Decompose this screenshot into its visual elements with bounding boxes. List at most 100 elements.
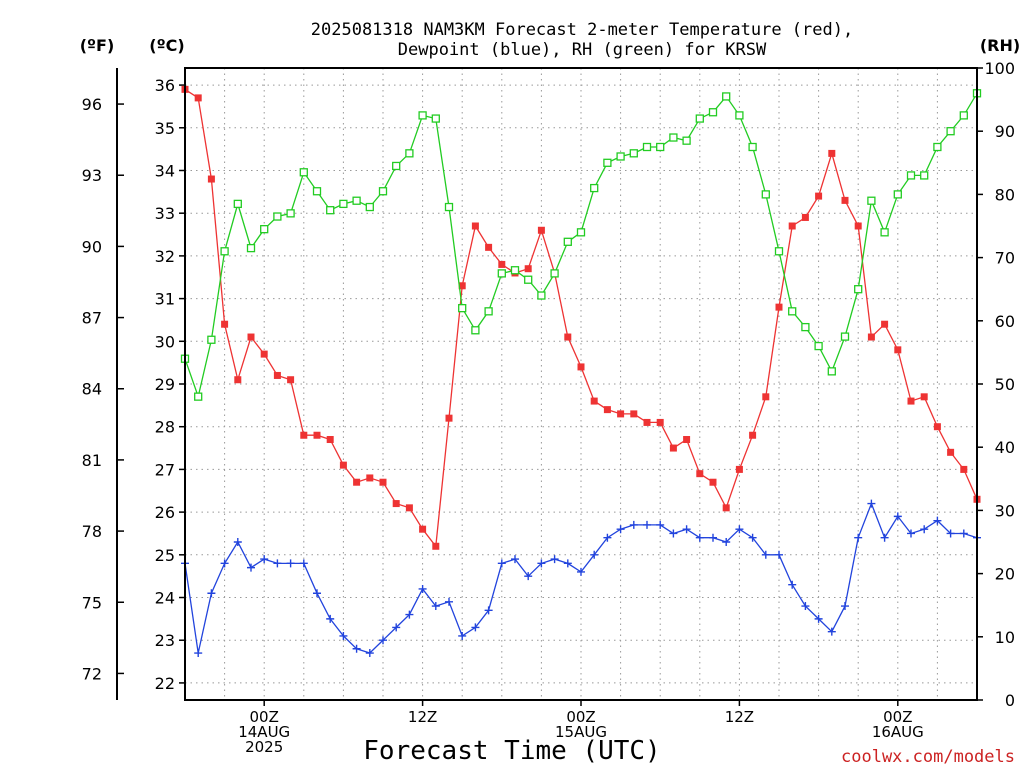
temperature-point (749, 431, 757, 439)
rh-point (220, 247, 229, 256)
chart-title-line2: Dewpoint (blue), RH (green) for KRSW (398, 40, 767, 60)
dewpoint-point (524, 572, 533, 581)
rh-point (708, 108, 718, 117)
rh-point (590, 183, 599, 193)
rh-point (920, 171, 929, 180)
temperature-point (920, 393, 928, 401)
rh-point (682, 136, 691, 145)
temperature-point (669, 444, 677, 452)
time-tick-label: 14AUG (238, 723, 290, 741)
temperature-point (564, 333, 572, 341)
rh-point (867, 196, 876, 205)
dewpoint-point (722, 538, 731, 546)
temperature-point (366, 474, 374, 482)
temperature-point (788, 222, 796, 230)
rh-point (801, 322, 810, 332)
rh-point (550, 269, 559, 278)
rh-point (352, 196, 361, 205)
rh-point (194, 392, 203, 401)
dewpoint-point (669, 529, 678, 538)
rh-point (827, 367, 836, 376)
rh-tick-label: 50 (995, 375, 1015, 394)
temperature-line (184, 88, 978, 548)
time-tick-label: 2025 (245, 738, 283, 756)
rh-point (233, 199, 242, 209)
temperature-point (643, 418, 651, 426)
dewpoint-point (365, 649, 374, 658)
rh-point (722, 92, 731, 101)
rh-point (286, 209, 295, 218)
temperature-point (630, 410, 638, 418)
dewpoint-point (379, 636, 387, 645)
rh-point (431, 114, 440, 123)
dewpoint-point (959, 529, 968, 538)
temperature-point (234, 376, 242, 384)
rh-point (603, 158, 612, 167)
rh-point (524, 275, 533, 284)
rh-tick-label: 40 (995, 438, 1015, 457)
dewpoint-point (550, 555, 559, 564)
temperature-point (207, 175, 215, 183)
rh-series (180, 89, 982, 401)
temperature-point (221, 320, 229, 328)
dewpoint-point (775, 550, 783, 559)
rh-point (656, 142, 665, 152)
fahrenheit-tick-label: 93 (82, 166, 102, 185)
fahrenheit-tick-label: 81 (82, 451, 102, 470)
rh-point (761, 190, 770, 199)
celsius-tick-label: 24 (155, 589, 175, 608)
dewpoint-point (695, 533, 704, 542)
dewpoint-point (273, 559, 282, 568)
rh-point (378, 187, 388, 196)
dewpoint-point (194, 649, 203, 658)
credit-label: coolwx.com/models (841, 747, 1015, 767)
rh-point (312, 187, 322, 196)
rh-point (207, 335, 216, 344)
dewpoint-point (735, 525, 744, 534)
temperature-point (392, 500, 400, 508)
dewpoint-point (946, 529, 955, 538)
dewpoint-point (220, 559, 229, 568)
grid-lines (185, 68, 977, 700)
celsius-tick-label: 27 (155, 460, 175, 479)
rh-point (788, 307, 797, 316)
dewpoint-point (761, 550, 770, 559)
dewpoint-point (511, 555, 519, 564)
rh-point (629, 149, 638, 158)
temperature-point (867, 333, 875, 341)
fahrenheit-tick-label: 84 (82, 380, 102, 399)
temperature-point (801, 213, 809, 221)
dewpoint-point (590, 550, 599, 559)
rh-tick-label: 10 (995, 628, 1015, 647)
dewpoint-point (352, 644, 361, 653)
dewpoint-point (616, 525, 625, 534)
rh-point (246, 243, 256, 253)
dewpoint-point (801, 602, 810, 611)
dewpoint-point (471, 623, 480, 632)
temperature-point (762, 393, 770, 401)
celsius-axis: 22 23 24 25 26 27 28 29 30 31 32 33 34 35 36 (155, 76, 185, 693)
temperature-point (405, 504, 413, 512)
fahrenheit-tick-label: 72 (82, 664, 102, 683)
rh-tick-label: 70 (995, 249, 1015, 268)
temperature-point (458, 282, 466, 290)
rh-point (326, 206, 335, 215)
x-axis-title: Forecast Time (UTC) (363, 736, 660, 766)
rh-unit-label: (RH) (980, 36, 1020, 55)
temperature-point (828, 149, 836, 157)
dewpoint-point (431, 602, 440, 611)
dewpoint-point (907, 529, 915, 538)
dewpoint-point (603, 533, 612, 542)
temperature-point (445, 414, 453, 422)
rh-point (933, 142, 942, 152)
temperature-point (247, 333, 255, 341)
temperature-point (894, 346, 902, 354)
rh-tick-label: 90 (995, 122, 1015, 141)
dewpoint-point (326, 614, 335, 623)
rh-point (576, 228, 586, 237)
temperature-point (603, 406, 611, 414)
temperature-point (960, 465, 968, 473)
temperature-point (498, 260, 506, 268)
rh-tick-label: 100 (984, 59, 1015, 78)
rh-point (840, 332, 850, 341)
